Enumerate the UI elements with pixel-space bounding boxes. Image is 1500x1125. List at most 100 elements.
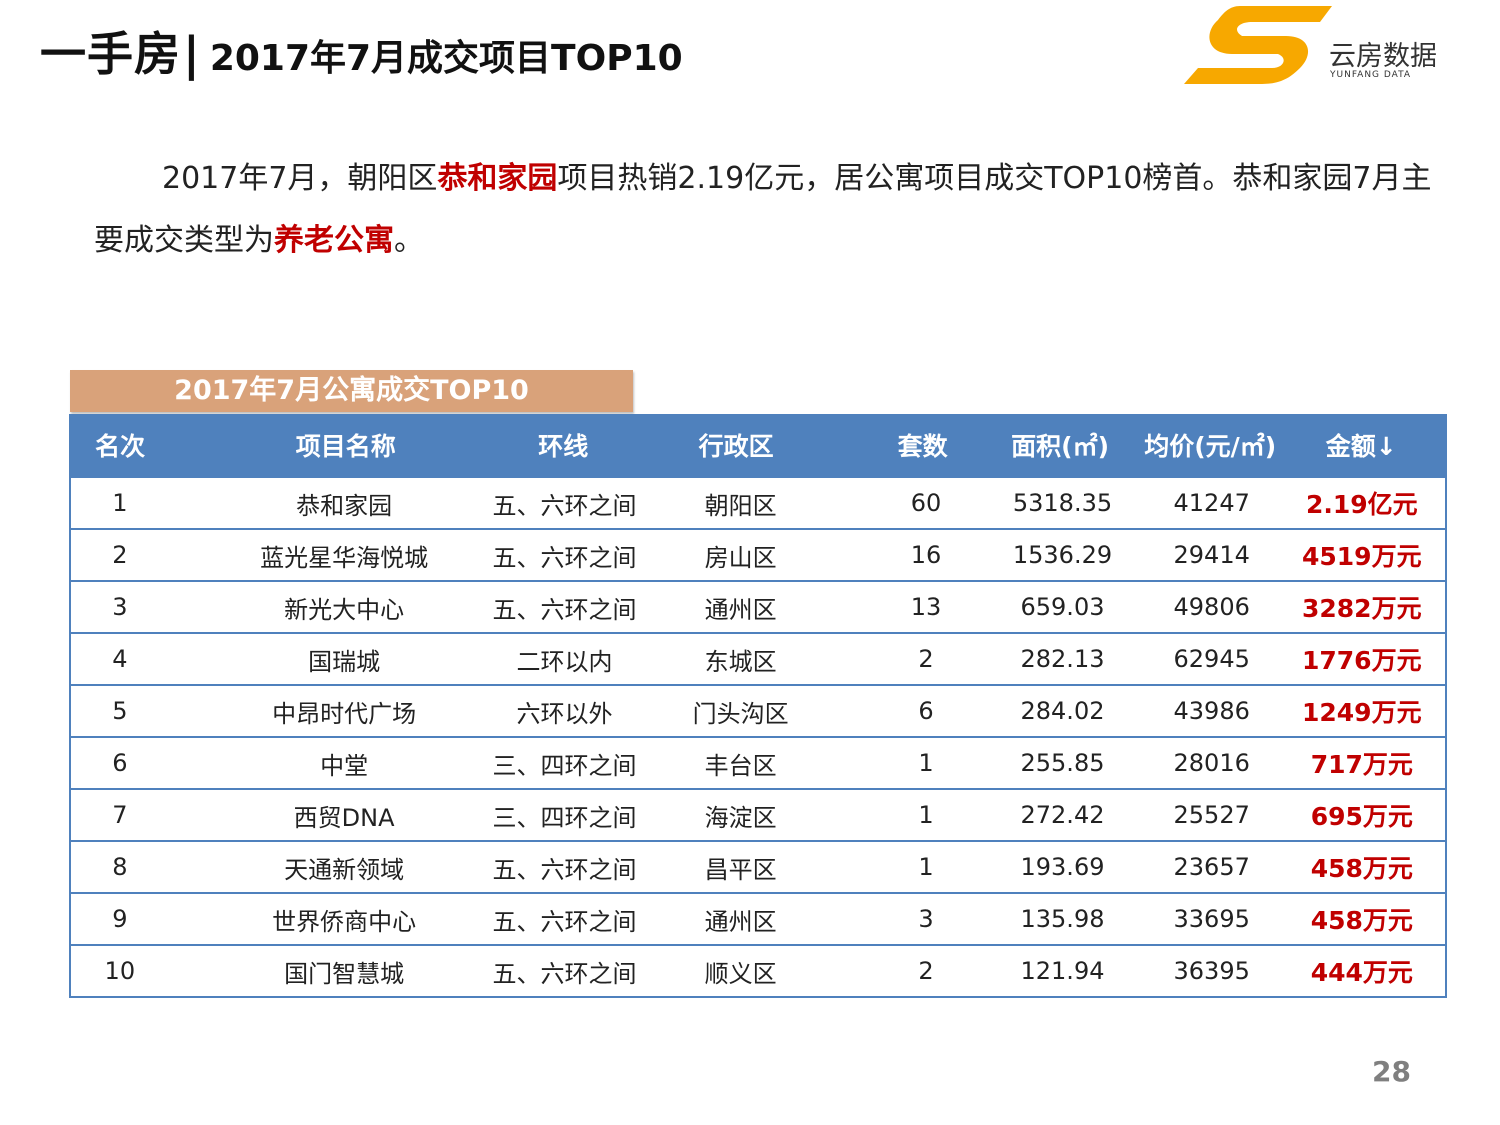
cell-amount: 717万元 bbox=[1279, 738, 1445, 788]
amount-value: 458万元 bbox=[1310, 854, 1413, 883]
cell-project: 中堂 bbox=[320, 751, 369, 780]
table-row: 8 天通新领域 五、六环之间 昌平区 1 193.69 23657 458万元 bbox=[71, 840, 1445, 892]
cell-ring: 三、四环之间 bbox=[492, 751, 637, 780]
cell-district: 通州区 bbox=[704, 595, 777, 624]
cell-area: 135.98 bbox=[1020, 905, 1105, 933]
table-row: 10 国门智慧城 五、六环之间 顺义区 2 121.94 36395 444万元 bbox=[71, 944, 1445, 996]
cell-area: 193.69 bbox=[1020, 853, 1105, 881]
cell-rank: 4 bbox=[112, 645, 128, 673]
cell-area: 121.94 bbox=[1020, 957, 1105, 985]
amount-value: 695万元 bbox=[1310, 802, 1413, 831]
brand-logo: 云房数据 YUNFANG DATA bbox=[1182, 2, 1472, 88]
cell-rank: 9 bbox=[112, 905, 128, 933]
table-row: 6 中堂 三、四环之间 丰台区 1 255.85 28016 717万元 bbox=[71, 736, 1445, 788]
cell-project: 恭和家园 bbox=[296, 491, 393, 520]
cell-district: 朝阳区 bbox=[704, 491, 777, 520]
cell-rank: 10 bbox=[104, 957, 136, 985]
ranking-table: 名次 项目名称 环线 行政区 套数 面积(㎡) 均价(元/㎡) 金额↓ 1 恭和家… bbox=[69, 414, 1447, 998]
cell-amount: 1249万元 bbox=[1279, 686, 1445, 736]
cell-price: 29414 bbox=[1173, 541, 1250, 569]
highlight-type: 养老公寓 bbox=[274, 223, 394, 258]
cell-ring: 五、六环之间 bbox=[492, 959, 637, 988]
cell-ring: 三、四环之间 bbox=[492, 803, 637, 832]
cell-project: 西贸DNA bbox=[293, 803, 395, 832]
cell-area: 1536.29 bbox=[1012, 541, 1113, 569]
cell-units: 1 bbox=[918, 801, 934, 829]
cell-area: 255.85 bbox=[1020, 749, 1105, 777]
cell-district: 海淀区 bbox=[704, 803, 777, 832]
paragraph-text-2: 项目热销2.19亿元，居公寓项目成交TOP10榜首。恭和家园7月主要成交类型为 bbox=[94, 161, 1432, 258]
cell-project: 蓝光星华海悦城 bbox=[260, 543, 429, 572]
title-subtitle: 2017年7月成交项目TOP10 bbox=[209, 38, 683, 79]
amount-value: 2.19亿元 bbox=[1305, 490, 1418, 519]
cell-project: 世界侨商中心 bbox=[272, 907, 417, 936]
table-row: 5 中昂时代广场 六环以外 门头沟区 6 284.02 43986 1249万元 bbox=[71, 684, 1445, 736]
cell-units: 6 bbox=[918, 697, 934, 725]
header-area: 面积(㎡) bbox=[1011, 432, 1109, 461]
cell-rank: 1 bbox=[112, 489, 128, 517]
cell-ring: 五、六环之间 bbox=[492, 907, 637, 936]
cell-rank: 5 bbox=[112, 697, 128, 725]
summary-paragraph: 2017年7月，朝阳区恭和家园项目热销2.19亿元，居公寓项目成交TOP10榜首… bbox=[94, 148, 1444, 272]
cell-district: 门头沟区 bbox=[692, 699, 789, 728]
cell-area: 272.42 bbox=[1020, 801, 1105, 829]
cell-area: 659.03 bbox=[1020, 593, 1105, 621]
cell-rank: 8 bbox=[112, 853, 128, 881]
amount-value: 1776万元 bbox=[1302, 646, 1422, 675]
cell-area: 282.13 bbox=[1020, 645, 1105, 673]
cell-ring: 五、六环之间 bbox=[492, 543, 637, 572]
header-district: 行政区 bbox=[698, 432, 774, 461]
header-units: 套数 bbox=[897, 432, 948, 461]
cell-units: 60 bbox=[910, 489, 942, 517]
logo-text-en: YUNFANG DATA bbox=[1330, 70, 1412, 80]
cell-ring: 六环以外 bbox=[516, 699, 613, 728]
amount-value: 444万元 bbox=[1310, 958, 1413, 987]
cell-project: 天通新领域 bbox=[284, 855, 405, 884]
table-row: 3 新光大中心 五、六环之间 通州区 13 659.03 49806 3282万元 bbox=[71, 580, 1445, 632]
table-caption: 2017年7月公寓成交TOP10 bbox=[70, 370, 633, 412]
cell-amount: 2.19亿元 bbox=[1279, 478, 1445, 528]
cell-district: 顺义区 bbox=[704, 959, 777, 988]
cell-price: 43986 bbox=[1173, 697, 1250, 725]
cell-amount: 695万元 bbox=[1279, 790, 1445, 840]
cell-amount: 458万元 bbox=[1279, 842, 1445, 892]
cell-price: 23657 bbox=[1173, 853, 1250, 881]
cell-amount: 444万元 bbox=[1279, 946, 1445, 996]
cell-district: 通州区 bbox=[704, 907, 777, 936]
cell-ring: 五、六环之间 bbox=[492, 595, 637, 624]
cell-price: 36395 bbox=[1173, 957, 1250, 985]
cell-amount: 4519万元 bbox=[1279, 530, 1445, 580]
logo-mark-icon bbox=[1184, 6, 1332, 84]
cell-price: 28016 bbox=[1173, 749, 1250, 777]
table-header-row: 名次 项目名称 环线 行政区 套数 面积(㎡) 均价(元/㎡) 金额↓ bbox=[71, 414, 1445, 476]
header-rank: 名次 bbox=[95, 432, 146, 461]
table-body: 1 恭和家园五、六环之间 朝阳区 60 5318.35 41247 2.19亿元 2 蓝光星华海… bbox=[71, 476, 1445, 996]
table-row: 4 国瑞城 二环以内 东城区 2 282.13 62945 1776万元 bbox=[71, 632, 1445, 684]
header-price: 均价(元/㎡) bbox=[1144, 432, 1277, 461]
header-ring: 环线 bbox=[538, 432, 589, 461]
page-number: 28 bbox=[1372, 1055, 1411, 1088]
cell-units: 3 bbox=[918, 905, 934, 933]
paragraph-text-3: 。 bbox=[394, 223, 424, 258]
cell-district: 东城区 bbox=[704, 647, 777, 676]
cell-units: 2 bbox=[918, 957, 934, 985]
amount-value: 458万元 bbox=[1310, 906, 1413, 935]
amount-value: 3282万元 bbox=[1302, 594, 1422, 623]
amount-value: 717万元 bbox=[1310, 750, 1413, 779]
cell-price: 25527 bbox=[1173, 801, 1250, 829]
table-row: 1 恭和家园 五、六环之间 朝阳区 60 5318.35 41247 2.19亿元 bbox=[71, 476, 1445, 528]
cell-district: 昌平区 bbox=[704, 855, 777, 884]
header-project: 项目名称 bbox=[295, 432, 396, 461]
table-row: 2 蓝光星华海悦城 五、六环之间 房山区 16 1536.29 29414 4519万元 bbox=[71, 528, 1445, 580]
cell-project: 中昂时代广场 bbox=[272, 699, 417, 728]
logo-text-cn: 云房数据 bbox=[1329, 41, 1437, 72]
highlight-project: 恭和家园 bbox=[437, 161, 558, 196]
cell-price: 49806 bbox=[1173, 593, 1250, 621]
cell-price: 33695 bbox=[1173, 905, 1250, 933]
paragraph-text-1: 2017年7月，朝阳区 bbox=[162, 161, 438, 196]
cell-price: 41247 bbox=[1173, 489, 1250, 517]
cell-area: 284.02 bbox=[1020, 697, 1105, 725]
amount-value: 1249万元 bbox=[1302, 698, 1422, 727]
cell-project: 新光大中心 bbox=[284, 595, 405, 624]
cell-area: 5318.35 bbox=[1012, 489, 1113, 517]
